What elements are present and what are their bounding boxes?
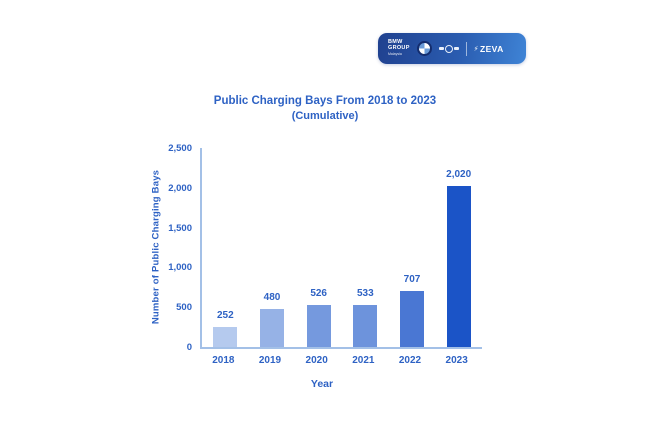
bar-slot-2023: 2,020 — [435, 148, 482, 347]
bar-2018 — [213, 326, 238, 347]
x-tick-label-2023: 2023 — [445, 355, 468, 366]
bar-slot-2022: 707 — [389, 148, 436, 347]
zeva-wordmark: ⚡ ZEVA — [474, 44, 504, 54]
bar-value-label-2018: 252 — [216, 309, 234, 321]
bar-2020 — [306, 305, 331, 347]
y-tick-label-1,000: 1,000 — [168, 262, 192, 274]
mini-circle-icon — [444, 44, 453, 53]
badge-divider — [465, 41, 467, 56]
y-tick-label-500: 500 — [176, 302, 192, 314]
mini-logo-icon — [438, 44, 459, 53]
zeva-label: ZEVA — [480, 43, 504, 54]
x-tick-label-2019: 2019 — [258, 355, 282, 366]
chart-title-main: Public Charging Bays From 2018 to 2023 — [213, 95, 437, 107]
x-axis-title: Year — [310, 378, 334, 390]
x-tick-label-2021: 2021 — [352, 355, 375, 366]
bar-slot-2021: 533 — [342, 148, 389, 347]
bmw-roundel-icon — [416, 41, 432, 56]
y-tick-label-0: 0 — [186, 342, 192, 353]
brand-badge: BMW GROUP Malaysia ⚡ ZEVA — [378, 33, 526, 64]
mini-wing-left-icon — [438, 47, 444, 50]
bar-2019 — [259, 308, 284, 347]
x-tick-label-2022: 2022 — [398, 355, 422, 366]
bar-value-label-2022: 707 — [403, 273, 421, 285]
bmw-group-line3: Malaysia — [388, 51, 402, 56]
bar-2022 — [399, 290, 424, 347]
bmw-group-wordmark: BMW GROUP Malaysia — [388, 40, 410, 56]
lightning-icon: ⚡ — [473, 45, 479, 53]
bar-value-label-2020: 526 — [310, 288, 327, 300]
y-tick-label-2,000: 2,000 — [168, 182, 192, 194]
bar-value-label-2023: 2,020 — [446, 169, 472, 181]
mini-wing-right-icon — [453, 47, 459, 50]
bar-chart-plot-area: 252 480 526 533 707 2,020 — [200, 148, 482, 349]
bmw-group-line1: BMW — [388, 39, 403, 46]
x-tick-label-2018: 2018 — [212, 355, 235, 366]
bar-2021 — [353, 304, 378, 347]
bar-slot-2018: 252 — [202, 148, 249, 347]
x-tick-label-2020: 2020 — [305, 355, 328, 366]
bar-2023 — [446, 186, 471, 347]
bar-slot-2019: 480 — [249, 148, 296, 347]
chart-title: Public Charging Bays From 2018 to 2023 (… — [130, 94, 520, 123]
bmw-group-line2: GROUP — [388, 45, 410, 52]
chart-subtitle: (Cumulative) — [291, 109, 359, 122]
y-tick-label-2,500: 2,500 — [168, 143, 192, 154]
bar-value-label-2021: 533 — [356, 287, 374, 299]
y-tick-label-1,500: 1,500 — [168, 222, 192, 234]
bar-slot-2020: 526 — [295, 148, 342, 347]
bar-value-label-2019: 480 — [263, 291, 281, 303]
